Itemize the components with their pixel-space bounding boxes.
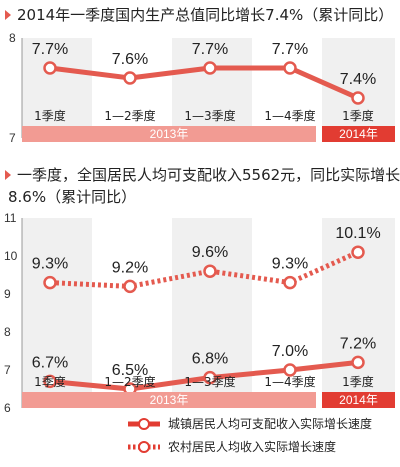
- y-tick-label: 7: [4, 363, 11, 377]
- chart1-category-labels: 1季度 1—2季度 1—3季度 1—4季度 1季度: [34, 108, 374, 123]
- data-label: 7.6%: [112, 51, 148, 68]
- category-label: 1—4季度: [264, 108, 315, 123]
- legend-label-rural: 农村居民人均收入实际增长速度: [168, 439, 336, 454]
- band-column: [172, 38, 252, 138]
- year-label: 2013年: [150, 127, 189, 141]
- chart2-title-line1: 一季度，全国居民人均可支配收入5562元，同比实际增长: [17, 166, 400, 184]
- legend-item-urban: 城镇居民人均可支配收入实际增长速度: [128, 416, 372, 431]
- chart2-y-ticks: 11 10 9 8 7 6: [4, 211, 18, 415]
- y-tick-label: 10: [4, 249, 18, 263]
- legend-label-urban: 城镇居民人均可支配收入实际增长速度: [168, 416, 372, 431]
- band-column: [22, 218, 92, 408]
- data-label: 7.7%: [192, 41, 228, 58]
- data-label: 7.4%: [340, 71, 376, 88]
- category-label: 1—2季度: [104, 108, 155, 123]
- data-point: [283, 363, 297, 377]
- chart2-year-bars: 2013年 2014年: [22, 392, 395, 408]
- chart1-title: 2014年一季度国内生产总值同比增长7.4%（累计同比）: [17, 6, 393, 24]
- title-arrow-icon: [5, 10, 11, 20]
- data-point: [43, 374, 57, 389]
- data-point: [283, 61, 297, 75]
- data-point: [123, 71, 137, 85]
- band-column: [22, 38, 92, 138]
- chart1-series: 7.7% 7.6% 7.7% 7.7% 7.4%: [32, 41, 376, 105]
- y-tick-label: 8: [4, 325, 11, 339]
- data-label: 9.3%: [32, 256, 68, 273]
- band-column: [92, 218, 172, 408]
- year-bar: [22, 126, 316, 142]
- chart2-series: 6.7% 6.5% 6.8% 7.0% 7.2% 9.3% 9.2% 9.6% 9.3% 10.1…: [32, 225, 381, 396]
- y-tick-label: 9: [4, 287, 11, 301]
- data-point: [203, 264, 217, 278]
- data-point: [283, 275, 297, 290]
- data-label: 10.1%: [335, 225, 380, 242]
- chart1-year-bars: 2013年 2014年: [22, 126, 395, 142]
- data-label: 7.7%: [272, 41, 308, 58]
- data-point: [203, 370, 217, 385]
- data-point: [203, 61, 217, 75]
- legend-marker: [138, 418, 150, 430]
- category-label: 1—3季度: [184, 108, 235, 123]
- data-label: 9.3%: [272, 256, 308, 273]
- category-label: 1季度: [342, 374, 374, 389]
- category-label: 1—4季度: [264, 374, 315, 389]
- data-label: 7.2%: [340, 335, 376, 352]
- band-column: [92, 38, 172, 138]
- title-arrow-icon: [5, 170, 11, 180]
- data-label: 9.2%: [112, 259, 148, 276]
- y-tick-label: 11: [4, 211, 17, 225]
- data-label: 7.0%: [272, 343, 308, 360]
- chart2-category-labels: 1季度 1—2季度 1—3季度 1—4季度 1季度: [34, 374, 374, 389]
- data-point: [351, 245, 365, 259]
- data-point: [123, 279, 137, 294]
- year-label: 2013年: [150, 393, 189, 407]
- data-label: 9.6%: [192, 244, 228, 261]
- category-label: 1—2季度: [104, 374, 155, 389]
- data-point: [351, 91, 365, 105]
- chart2-title-line2: 8.6%（累计同比）: [8, 188, 136, 206]
- year-label: 2014年: [339, 127, 378, 141]
- category-label: 1季度: [34, 108, 66, 123]
- year-bar: [322, 126, 395, 142]
- data-label: 6.5%: [112, 362, 148, 379]
- legend-marker: [138, 441, 150, 453]
- legend: 城镇居民人均可支配收入实际增长速度 农村居民人均收入实际增长速度: [128, 416, 372, 454]
- y-tick-label: 6: [4, 401, 11, 415]
- year-bar: [22, 392, 316, 408]
- data-point: [43, 275, 57, 290]
- data-label: 6.8%: [192, 351, 228, 368]
- year-bar: [322, 392, 395, 408]
- category-label: 1—3季度: [184, 374, 235, 389]
- chart1-ytick-7: 7: [9, 131, 16, 145]
- year-label: 2014年: [339, 393, 378, 407]
- legend-item-rural: 农村居民人均收入实际增长速度: [128, 439, 336, 454]
- data-point: [351, 355, 365, 370]
- chart1-ytick-8: 8: [9, 31, 16, 45]
- data-label: 6.7%: [32, 354, 68, 371]
- band-column: [252, 38, 322, 138]
- band-column: [252, 218, 322, 408]
- category-label: 1季度: [342, 108, 374, 123]
- data-point: [43, 61, 57, 75]
- data-label: 7.7%: [32, 41, 68, 58]
- category-label: 1季度: [34, 374, 66, 389]
